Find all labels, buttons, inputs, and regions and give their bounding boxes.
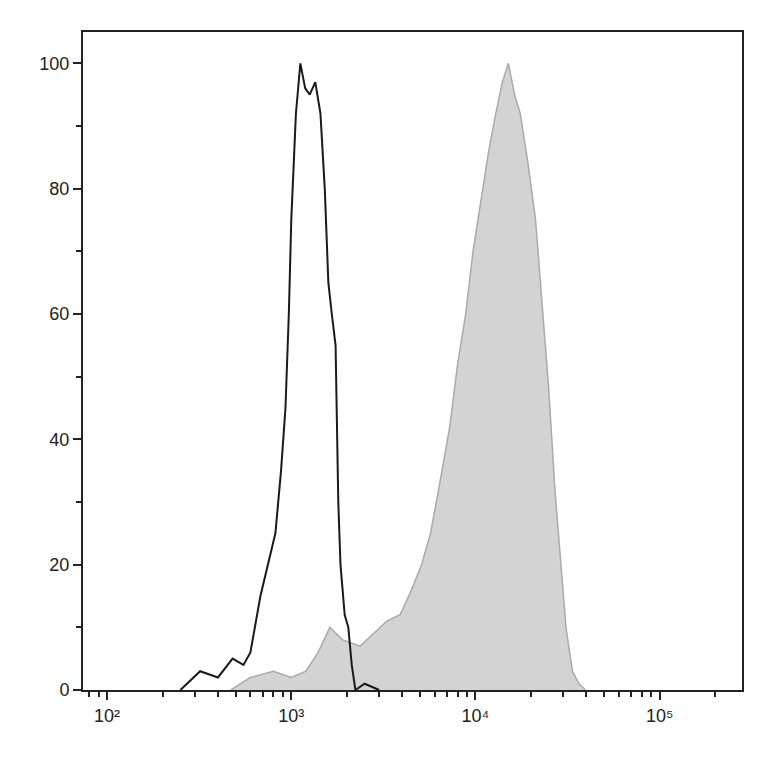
svg-text:10⁵: 10⁵ — [646, 706, 673, 726]
svg-text:80: 80 — [49, 179, 69, 199]
svg-text:10⁴: 10⁴ — [462, 706, 490, 726]
svg-text:100: 100 — [39, 54, 69, 74]
svg-text:60: 60 — [49, 304, 69, 324]
svg-text:0: 0 — [59, 680, 69, 700]
svg-text:20: 20 — [49, 555, 69, 575]
svg-text:40: 40 — [49, 430, 69, 450]
svg-text:10²: 10² — [94, 706, 120, 726]
svg-text:10³: 10³ — [278, 706, 304, 726]
